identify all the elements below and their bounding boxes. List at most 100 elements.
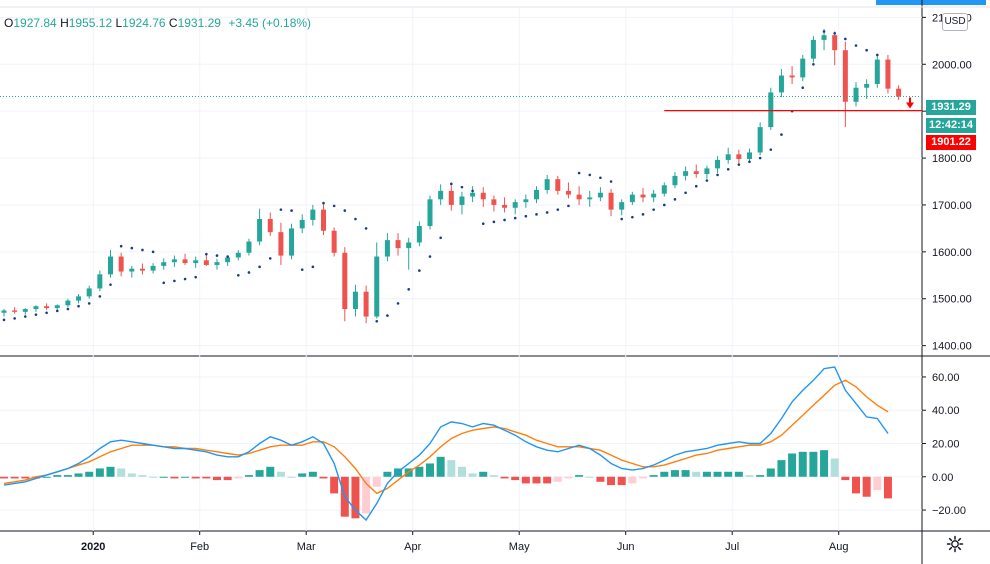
psar-dot (481, 222, 485, 226)
candle-body (12, 310, 18, 312)
candle-body (789, 75, 795, 78)
histogram-bar (415, 466, 424, 477)
histogram-bar (191, 476, 200, 479)
candle-body (384, 240, 390, 257)
psar-dot (812, 62, 815, 66)
close-value: 1931.29 (177, 16, 221, 30)
candle-body (331, 230, 337, 253)
candle-body (438, 190, 444, 200)
psar-dot (439, 236, 442, 240)
time-tick-label: Jun (617, 541, 635, 553)
psar-dot (300, 268, 304, 271)
candle-body (203, 260, 209, 265)
candle-body (448, 190, 454, 205)
time-axis: 2020 Feb Mar Apr May Jun Jul Aug (81, 531, 848, 553)
histogram-bar (596, 476, 605, 482)
psar-dot (492, 220, 496, 224)
psar-dot (24, 315, 27, 318)
candle-body (832, 35, 838, 51)
histogram-bar (724, 471, 733, 477)
candle-body (597, 192, 603, 198)
candle-body (342, 252, 348, 310)
high-value: 1955.12 (68, 16, 113, 30)
histogram-bar (298, 473, 307, 477)
histogram-bar (543, 476, 552, 484)
time-tick-label: Jul (725, 541, 739, 553)
psar-dot (407, 288, 411, 291)
candle-body (502, 204, 508, 208)
histogram-bar (372, 476, 381, 487)
low-value: 1924.76 (122, 16, 166, 30)
candle-body (725, 154, 731, 160)
psar-dot (694, 184, 698, 188)
histogram-bar (841, 476, 850, 481)
psar-dot (748, 160, 751, 164)
histogram-bar (873, 476, 882, 491)
psar-dot (119, 244, 123, 248)
candle-body (235, 252, 241, 258)
macd-line (3, 366, 889, 522)
price-tick-label: 1600.00 (932, 247, 972, 259)
histogram-bar (63, 475, 72, 477)
currency-button[interactable]: USD (942, 13, 968, 31)
histogram-bar (0, 476, 8, 479)
histogram-bar (585, 476, 594, 478)
psar-dot (34, 313, 38, 316)
psar-dot (226, 255, 229, 258)
candle-body (565, 190, 571, 195)
psar-dot (513, 216, 517, 220)
time-tick-label: Apr (404, 541, 421, 553)
candle-body (161, 262, 167, 266)
histogram-bar (181, 476, 190, 478)
candle-body (427, 199, 433, 227)
histogram-bar (479, 471, 488, 477)
histogram-bar (85, 471, 94, 477)
psar-dot (98, 295, 102, 298)
psar-dot (524, 214, 528, 218)
histogram-bar (457, 466, 466, 477)
candle-body (193, 260, 199, 264)
histogram-bar (766, 468, 775, 477)
candle-body (619, 202, 625, 210)
candle-body (768, 92, 774, 128)
histogram-bar (681, 470, 690, 477)
candle-body (267, 219, 273, 233)
psar-dot (322, 201, 325, 205)
histogram-bar (468, 473, 477, 477)
gear-icon[interactable] (946, 535, 964, 553)
psar-dot (141, 248, 144, 252)
psar-dot (13, 317, 16, 320)
psar-dot (55, 309, 59, 313)
price-markers (0, 95, 922, 112)
psar-dot (450, 182, 453, 186)
psar-dot (545, 211, 549, 214)
candle-body (683, 171, 689, 176)
price-candles (1, 29, 902, 324)
psar-dot (279, 208, 283, 211)
psar-dot (2, 318, 6, 322)
psar-dot (183, 277, 187, 281)
countdown-tag: 12:42:14 (926, 118, 976, 133)
histogram-bar (692, 471, 701, 477)
macd-tick-label: 20.00 (932, 439, 960, 451)
psar-dot (652, 208, 655, 211)
open-value: 1927.84 (13, 16, 57, 30)
candle-body (65, 300, 71, 306)
time-tick-label: Mar (297, 541, 316, 553)
histogram-bar (745, 475, 754, 477)
macd-tick-label: −20.00 (932, 505, 966, 517)
psar-dot (620, 217, 623, 221)
psar-dot (237, 273, 240, 277)
candle-body (491, 199, 497, 205)
psar-dot (854, 44, 858, 47)
candle-body (885, 59, 891, 89)
candle-body (640, 194, 646, 198)
price-tick-label: 1400.00 (932, 341, 972, 353)
parabolic-sar-dots (2, 30, 879, 323)
candle-body (22, 309, 28, 312)
psar-dot (780, 133, 783, 136)
psar-dot (386, 314, 389, 317)
psar-dot (396, 302, 400, 305)
